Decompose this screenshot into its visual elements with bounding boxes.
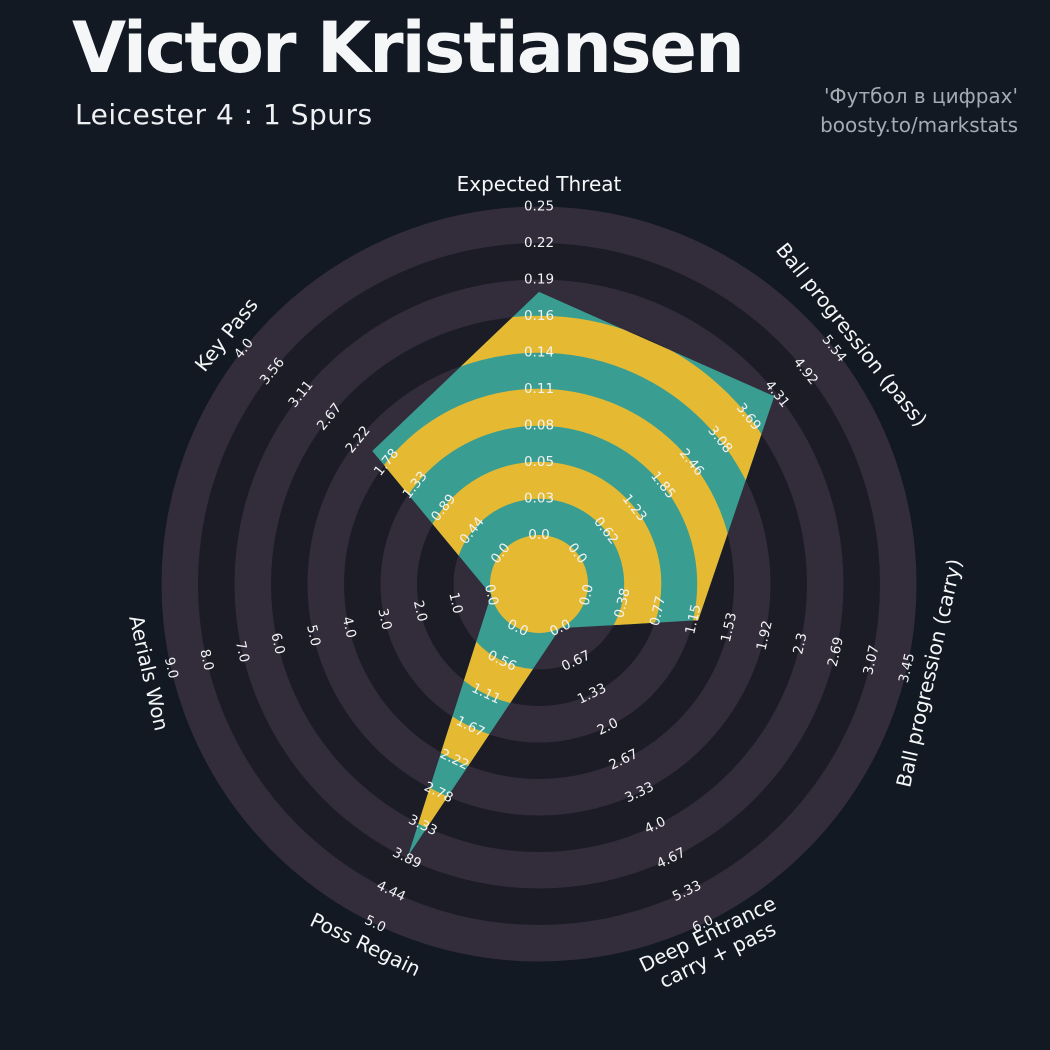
tick-label: 5.0 bbox=[303, 623, 323, 648]
watermark-brand: 'Футбол в цифрах' bbox=[823, 84, 1018, 108]
tick-label: 4.0 bbox=[339, 615, 359, 640]
tick-label: 0.16 bbox=[524, 308, 554, 324]
tick-label: 0.38 bbox=[611, 587, 633, 620]
tick-label: 0.77 bbox=[647, 595, 669, 628]
tick-label: 0.05 bbox=[524, 454, 554, 470]
tick-label: 1.92 bbox=[754, 619, 776, 652]
match-score-subtitle: Leicester 4 : 1 Spurs bbox=[75, 98, 373, 131]
tick-label: 2.3 bbox=[790, 631, 810, 656]
tick-label: 0.08 bbox=[524, 418, 554, 434]
tick-label: 0.0 bbox=[528, 527, 549, 543]
center-circle bbox=[490, 535, 588, 633]
tick-label: 3.0 bbox=[374, 607, 394, 632]
tick-label: 6.0 bbox=[267, 631, 287, 656]
tick-label: 1.15 bbox=[682, 603, 704, 636]
tick-label: 1.53 bbox=[718, 611, 740, 644]
page-title: Victor Kristiansen bbox=[72, 7, 745, 89]
tick-label: 7.0 bbox=[232, 640, 252, 665]
tick-label: 0.19 bbox=[524, 272, 554, 288]
tick-label: 0.0 bbox=[481, 583, 501, 608]
tick-label: 0.0 bbox=[577, 583, 597, 608]
tick-label: 0.03 bbox=[524, 491, 554, 507]
watermark: 'Футбол в цифрах' boosty.to/markstats bbox=[820, 82, 1018, 140]
tick-label: 2.69 bbox=[825, 635, 847, 668]
tick-label: 0.22 bbox=[524, 235, 554, 251]
watermark-url: boosty.to/markstats bbox=[820, 113, 1018, 137]
tick-label: 3.07 bbox=[860, 644, 882, 677]
tick-label: 3.45 bbox=[896, 652, 918, 685]
tick-label: 0.25 bbox=[524, 199, 554, 215]
tick-label: 1.0 bbox=[445, 591, 465, 616]
tick-label: 2.0 bbox=[410, 599, 430, 624]
axis-title: Expected Threat bbox=[457, 172, 622, 196]
tick-label: 0.14 bbox=[524, 345, 554, 361]
tick-label: 0.11 bbox=[524, 381, 554, 397]
tick-label: 9.0 bbox=[161, 656, 181, 681]
tick-label: 8.0 bbox=[196, 648, 216, 673]
